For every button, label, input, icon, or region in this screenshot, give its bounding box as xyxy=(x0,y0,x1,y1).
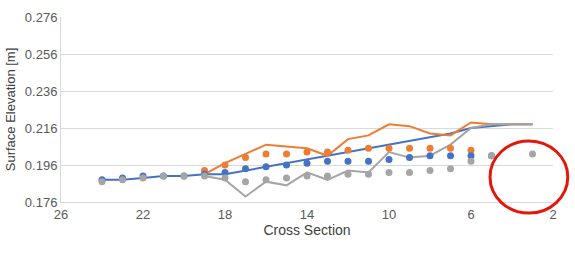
svg-text:26: 26 xyxy=(54,207,68,222)
svg-text:0.176: 0.176 xyxy=(25,195,58,210)
svg-text:0.236: 0.236 xyxy=(25,84,58,99)
svg-text:10: 10 xyxy=(382,207,396,222)
svg-text:6: 6 xyxy=(467,207,474,222)
svg-text:0.196: 0.196 xyxy=(25,158,58,173)
svg-text:0.256: 0.256 xyxy=(25,47,58,62)
svg-text:Surface Elevation [m]: Surface Elevation [m] xyxy=(3,48,18,172)
svg-text:22: 22 xyxy=(136,207,150,222)
svg-text:2: 2 xyxy=(549,207,556,222)
svg-text:18: 18 xyxy=(218,207,232,222)
svg-text:Cross Section: Cross Section xyxy=(263,222,350,238)
svg-text:14: 14 xyxy=(300,207,314,222)
svg-text:0.276: 0.276 xyxy=(25,10,58,25)
svg-text:0.216: 0.216 xyxy=(25,121,58,136)
